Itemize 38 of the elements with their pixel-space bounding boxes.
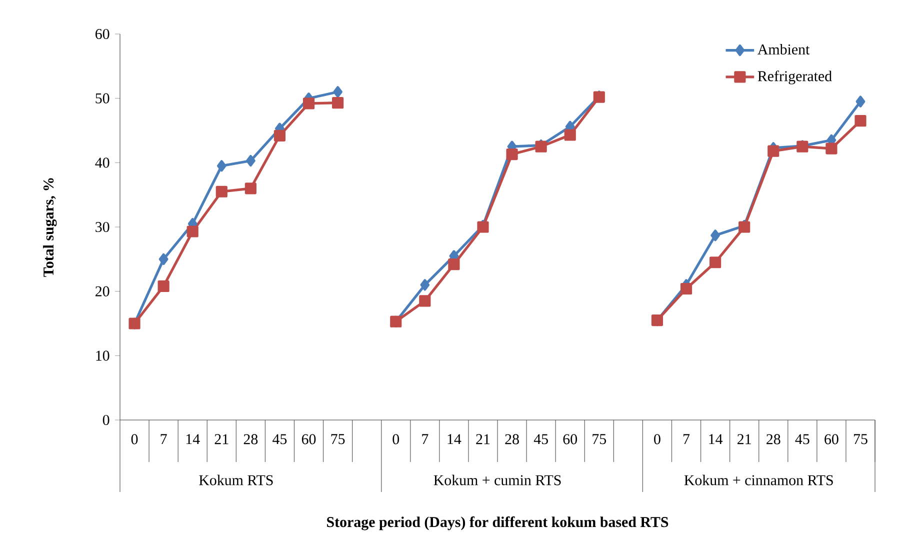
x-tick-label: 14 — [448, 434, 462, 444]
x-tick-label: 60 — [824, 434, 838, 444]
y-tick-label: 20 — [96, 286, 110, 296]
x-tick-label: 7 — [160, 434, 167, 444]
x-tick-label: 75 — [331, 434, 345, 444]
x-axis-title: Storage period (Days) for different kokum based RTS — [327, 516, 668, 530]
x-tick-label: 14 — [186, 434, 200, 444]
y-axis-title: Total sugars, % — [43, 178, 57, 277]
y-tick-label: 0 — [102, 414, 110, 426]
x-tick-label: 0 — [392, 434, 400, 444]
y-tick-label: 40 — [95, 158, 110, 168]
x-tick-label: 7 — [422, 434, 428, 444]
legend-label: Ambient — [758, 44, 810, 54]
y-tick-label: 50 — [96, 93, 110, 104]
x-tick-label: 0 — [654, 434, 660, 444]
text: Kokum + cinnamon RTS — [684, 474, 833, 486]
legend-label: Refrigerated — [758, 70, 832, 84]
text: Kokum RTS — [199, 474, 273, 486]
x-tick-label: 75 — [854, 434, 868, 444]
x-tick-label: 28 — [505, 434, 519, 444]
x-tick-label: 21 — [214, 434, 228, 444]
x-tick-label: 28 — [244, 434, 258, 444]
x-tick-label: 45 — [272, 434, 287, 444]
x-tick-label: 21 — [476, 434, 490, 444]
x-tick-label: 60 — [563, 434, 578, 444]
y-tick-label: 30 — [96, 222, 110, 232]
x-tick-label: 45 — [534, 434, 548, 444]
x-tick-label: 45 — [795, 434, 810, 444]
x-tick-label: 14 — [709, 434, 723, 444]
x-tick-label: 28 — [766, 434, 780, 444]
y-tick-label: 10 — [96, 350, 110, 361]
y-tick-label: 60 — [96, 28, 110, 40]
x-tick-label: 60 — [302, 434, 316, 444]
text: Kokum + cumin RTS — [434, 474, 561, 486]
x-tick-label: 7 — [684, 434, 690, 444]
x-tick-label: 0 — [131, 434, 138, 444]
x-tick-label: 21 — [738, 434, 751, 444]
x-tick-label: 75 — [592, 434, 606, 444]
